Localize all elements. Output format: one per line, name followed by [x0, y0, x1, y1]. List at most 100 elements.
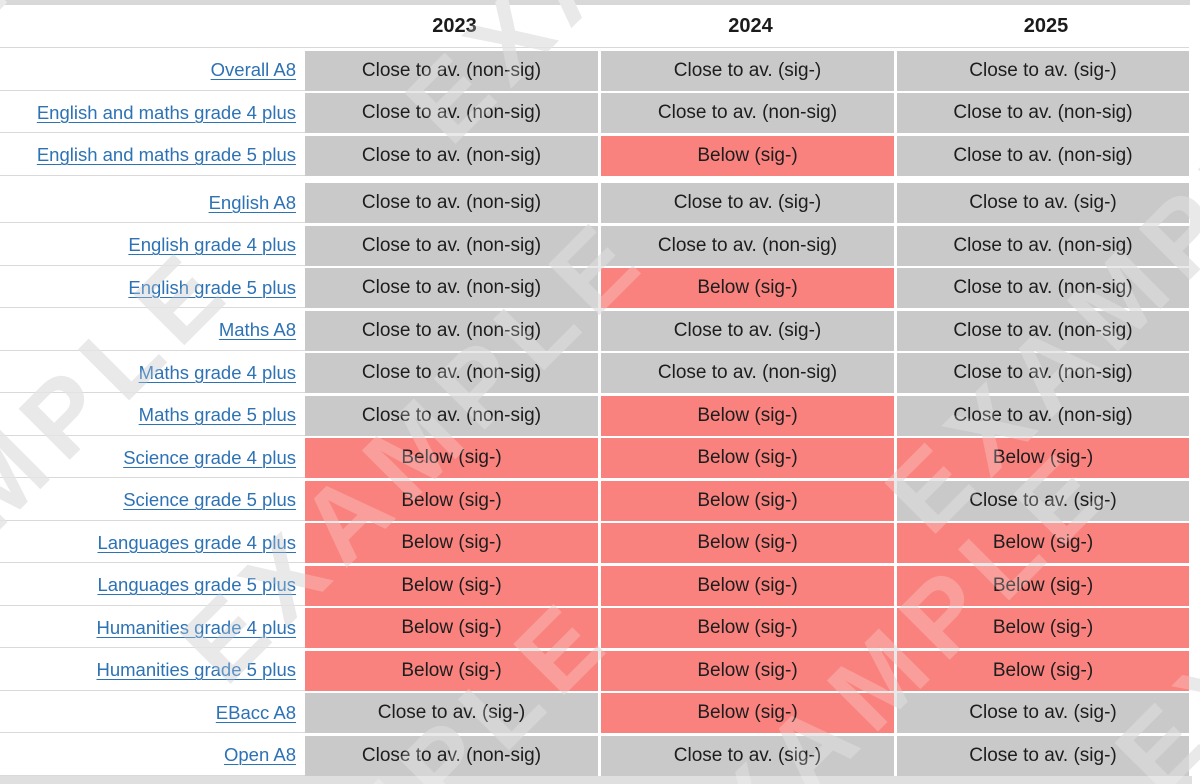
table-row: Open A8 Close to av. (non-sig) Close to av…: [0, 735, 1189, 776]
status-cell-below: Below (sig-): [897, 438, 1189, 478]
status-text: Close to av. (non-sig): [361, 192, 542, 213]
status-cell-close-to-average: Close to av. (sig-): [601, 50, 894, 91]
column-header-2023: 2023: [432, 14, 477, 37]
status-text: Close to av. (non-sig): [953, 144, 1133, 166]
status-text: Close to av. (non-sig): [953, 362, 1133, 383]
status-cell-below: Below (sig-): [601, 438, 894, 478]
row-label-link[interactable]: Maths A8: [218, 319, 296, 340]
status-text: Below (sig-): [401, 532, 502, 553]
status-cell-close-to-average: Close to av. (non-sig): [305, 353, 598, 393]
status-text: Below (sig-): [697, 659, 798, 681]
status-text: Close to av. (non-sig): [361, 59, 542, 81]
status-text: Close to av. (sig-): [377, 702, 526, 723]
status-text: Below (sig-): [697, 532, 798, 553]
status-text: Below (sig-): [697, 574, 798, 596]
table-row: Overall A8 Close to av. (non-sig) Close to…: [0, 50, 1189, 91]
status-cell-close-to-average: Close to av. (non-sig): [897, 93, 1189, 133]
row-header-cell: EBacc A8: [0, 693, 305, 733]
status-cell-below: Below (sig-): [601, 268, 894, 308]
status-cell-close-to-average: Close to av. (sig-): [897, 735, 1189, 776]
status-cell-below: Below (sig-): [601, 693, 894, 733]
status-cell-below: Below (sig-): [601, 395, 894, 436]
status-text: Close to av. (non-sig): [657, 102, 838, 123]
table-body: Overall A8 Close to av. (non-sig) Close to…: [0, 48, 1189, 776]
status-text: Close to av. (sig-): [673, 744, 822, 766]
table-row: English grade 5 plus Close to av. (non-si…: [0, 268, 1189, 308]
row-header-cell: Languages grade 5 plus: [0, 566, 305, 606]
row-header-cell: Open A8: [0, 736, 305, 776]
row-label-link[interactable]: English A8: [208, 191, 296, 213]
status-cell-below: Below (sig-): [305, 480, 598, 521]
status-text: Below (sig-): [697, 277, 798, 298]
status-text: Close to av. (non-sig): [361, 362, 542, 383]
row-label-link[interactable]: English and maths grade 4 plus: [36, 101, 296, 123]
row-label-link[interactable]: English grade 5 plus: [128, 276, 296, 298]
row-header-cell: Humanities grade 4 plus: [0, 608, 305, 648]
status-text: Close to av. (sig-): [673, 319, 822, 341]
row-label-link[interactable]: Languages grade 4 plus: [97, 531, 296, 553]
row-label-link[interactable]: Science grade 4 plus: [123, 446, 296, 468]
status-cell-close-to-average: Close to av. (non-sig): [305, 225, 598, 266]
row-label-link[interactable]: EBacc A8: [215, 701, 296, 723]
row-label-link[interactable]: Humanities grade 5 plus: [96, 659, 297, 680]
table-row: Humanities grade 5 plus Below (sig-) Below…: [0, 650, 1189, 691]
status-text: Close to av. (sig-): [673, 192, 822, 213]
status-text: Close to av. (sig-): [969, 702, 1117, 723]
row-label-link[interactable]: English and maths grade 5 plus: [36, 144, 296, 165]
table-row: English A8 Close to av. (non-sig) Close to…: [0, 183, 1189, 223]
row-header-cell: Maths A8: [0, 311, 305, 351]
status-cell-close-to-average: Close to av. (sig-): [305, 693, 598, 733]
status-text: Below (sig-): [697, 144, 798, 166]
row-label-link[interactable]: Maths grade 4 plus: [138, 361, 296, 383]
row-label-link[interactable]: Maths grade 5 plus: [138, 404, 296, 425]
status-text: Below (sig-): [401, 574, 502, 596]
status-cell-close-to-average: Close to av. (non-sig): [601, 93, 894, 133]
row-header-cell: English and maths grade 5 plus: [0, 136, 305, 176]
status-cell-below: Below (sig-): [897, 650, 1189, 691]
table-header-row: 2023 2024 2025: [0, 5, 1189, 48]
status-cell-below: Below (sig-): [305, 565, 598, 606]
status-cell-below: Below (sig-): [305, 438, 598, 478]
status-text: Below (sig-): [992, 617, 1094, 638]
table-row: Maths grade 4 plus Close to av. (non-sig)…: [0, 353, 1189, 393]
row-label-link[interactable]: Overall A8: [210, 59, 296, 80]
row-label-link[interactable]: Science grade 5 plus: [123, 489, 296, 510]
table-row: Languages grade 4 plus Below (sig-) Below …: [0, 523, 1189, 563]
row-header-cell: Science grade 4 plus: [0, 438, 305, 478]
status-text: Close to av. (non-sig): [361, 277, 542, 298]
status-cell-close-to-average: Close to av. (non-sig): [897, 135, 1189, 176]
status-text: Close to av. (sig-): [673, 59, 822, 81]
table-row: Science grade 4 plus Below (sig-) Below (s…: [0, 438, 1189, 478]
status-text: Below (sig-): [401, 659, 502, 681]
row-header-cell: Humanities grade 5 plus: [0, 651, 305, 691]
row-label-link[interactable]: Humanities grade 4 plus: [96, 616, 297, 638]
status-cell-below: Below (sig-): [897, 565, 1189, 606]
table-row: Science grade 5 plus Below (sig-) Below (s…: [0, 480, 1189, 521]
status-text: Below (sig-): [401, 489, 502, 511]
row-label-link[interactable]: English grade 4 plus: [128, 234, 296, 255]
status-text: Below (sig-): [697, 702, 798, 723]
row-header-cell: Science grade 5 plus: [0, 481, 305, 521]
table-row: Humanities grade 4 plus Below (sig-) Below…: [0, 608, 1189, 648]
status-cell-close-to-average: Close to av. (non-sig): [601, 353, 894, 393]
row-label-link[interactable]: Open A8: [223, 744, 296, 765]
status-cell-close-to-average: Close to av. (non-sig): [305, 50, 598, 91]
row-header-cell: Maths grade 4 plus: [0, 353, 305, 393]
row-header-cell: Maths grade 5 plus: [0, 396, 305, 436]
status-cell-below: Below (sig-): [601, 650, 894, 691]
bottom-strip: [0, 775, 1192, 784]
row-header-cell: English A8: [0, 183, 305, 223]
status-cell-below: Below (sig-): [305, 608, 598, 648]
status-cell-below: Below (sig-): [601, 565, 894, 606]
status-text: Below (sig-): [992, 659, 1094, 681]
status-cell-close-to-average: Close to av. (sig-): [897, 183, 1189, 223]
status-text: Close to av. (non-sig): [361, 144, 542, 166]
row-header-cell: English and maths grade 4 plus: [0, 93, 305, 133]
top-strip: [0, 0, 1190, 5]
status-text: Below (sig-): [697, 404, 798, 426]
row-label-link[interactable]: Languages grade 5 plus: [97, 574, 296, 595]
status-text: Below (sig-): [697, 447, 798, 468]
status-cell-below: Below (sig-): [601, 523, 894, 563]
status-cell-close-to-average: Close to av. (sig-): [897, 480, 1189, 521]
